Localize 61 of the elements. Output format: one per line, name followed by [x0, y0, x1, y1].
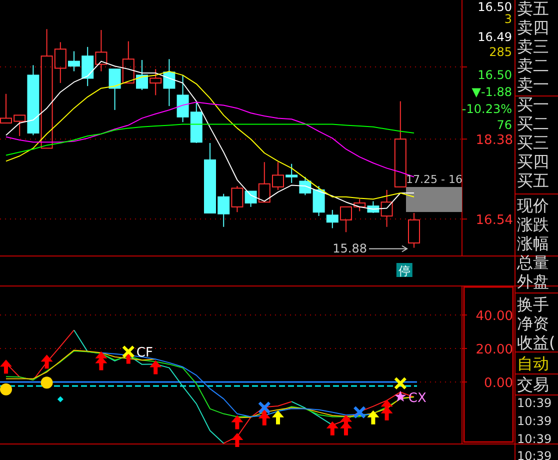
text: 卖三 — [517, 37, 549, 56]
point — [367, 410, 380, 424]
annotation: 15.88 — [332, 242, 367, 256]
text: 10:39 — [517, 432, 552, 446]
text: 卖一 — [517, 75, 549, 94]
point — [394, 390, 406, 402]
text: 285 — [489, 45, 512, 59]
candlestick — [150, 68, 162, 96]
point — [326, 421, 338, 436]
text: ▼-1.88 — [472, 85, 512, 99]
text: -10.23% — [462, 102, 512, 116]
text: 买四 — [517, 152, 549, 171]
text: 16.50 — [478, 68, 512, 82]
point — [394, 376, 407, 390]
y-tick-label: 0.00 — [484, 376, 513, 392]
point — [272, 410, 284, 424]
text: 16.49 — [478, 30, 512, 44]
point — [0, 360, 12, 374]
text: 3 — [504, 12, 512, 26]
text: 卖五 — [517, 0, 549, 18]
point — [231, 415, 244, 430]
point — [40, 376, 53, 389]
text: 收益( — [517, 333, 556, 352]
text: 16.50 — [478, 0, 512, 14]
candlestick — [380, 189, 393, 228]
text: 现价 — [517, 196, 549, 215]
y-tick-label: 20.00 — [476, 342, 513, 358]
series-label: CX — [408, 390, 426, 406]
point — [57, 396, 64, 402]
line-series — [6, 124, 414, 156]
candlestick — [286, 163, 298, 184]
point — [353, 406, 366, 419]
text: 76 — [496, 118, 512, 132]
text: 交易 — [517, 375, 549, 394]
text: 换手 — [517, 295, 549, 314]
text: 卖二 — [517, 56, 549, 75]
y-tick-label: 40.00 — [476, 308, 513, 324]
text: 停 — [398, 264, 410, 278]
point — [258, 401, 271, 414]
point — [122, 345, 135, 358]
text: 涨跌 — [517, 215, 549, 234]
text: 涨幅 — [517, 234, 549, 253]
point — [0, 383, 12, 396]
text: 卖四 — [517, 18, 549, 37]
y-tick-label: 16.54 — [476, 213, 513, 228]
y-tick-label: 18.38 — [476, 133, 513, 148]
point — [231, 432, 244, 447]
series-label: CF — [136, 346, 153, 361]
text: 10:39 — [517, 449, 552, 460]
text: 买三 — [517, 133, 549, 152]
point — [40, 354, 53, 369]
text: 净资 — [517, 314, 549, 333]
text: 自动 — [517, 354, 549, 373]
text: 总量 — [516, 253, 549, 272]
text: 买二 — [517, 114, 549, 133]
candlestick — [95, 29, 108, 72]
point — [150, 360, 162, 374]
text: 10:39 — [517, 396, 552, 410]
text: 买五 — [517, 171, 549, 190]
text: 买一 — [517, 95, 549, 114]
text: 10:39 — [517, 414, 552, 428]
